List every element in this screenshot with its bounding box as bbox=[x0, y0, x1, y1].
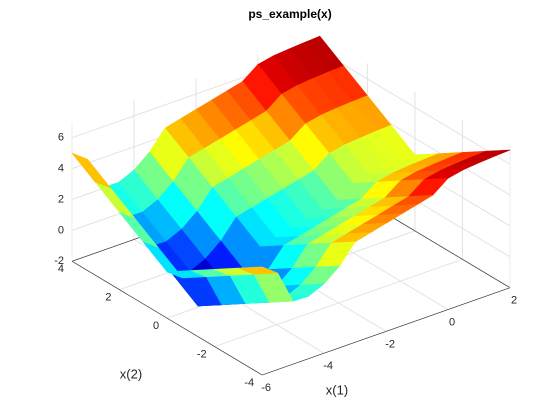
x-tick-label: -2 bbox=[385, 338, 395, 350]
z-tick-label: 2 bbox=[58, 193, 64, 205]
chart-title: ps_example(x) bbox=[248, 7, 331, 21]
axis-line bbox=[71, 261, 263, 376]
y-tick-label: -4 bbox=[244, 377, 254, 389]
x-tick-label: 0 bbox=[449, 316, 455, 328]
x-tick-label: -6 bbox=[261, 382, 271, 394]
x-tick-label: 2 bbox=[511, 295, 517, 307]
y-tick-label: -2 bbox=[197, 348, 207, 360]
z-tick-label: 0 bbox=[58, 224, 64, 236]
x-axis-label: x(1) bbox=[326, 382, 348, 397]
y-tick-label: 2 bbox=[105, 292, 111, 304]
z-tick-label: 6 bbox=[58, 132, 64, 144]
z-tick-label: -2 bbox=[54, 255, 64, 267]
axis-line bbox=[262, 287, 511, 376]
grid-line bbox=[319, 50, 511, 165]
z-tick-label: 4 bbox=[58, 163, 64, 175]
y-tick-label: 4 bbox=[58, 263, 64, 275]
grid-line bbox=[214, 258, 463, 348]
y-axis-label: x(2) bbox=[120, 366, 142, 381]
y-tick-label: 0 bbox=[153, 320, 159, 332]
surface bbox=[71, 35, 511, 307]
surface-patch bbox=[238, 266, 279, 275]
x-tick-label: -4 bbox=[323, 360, 333, 372]
